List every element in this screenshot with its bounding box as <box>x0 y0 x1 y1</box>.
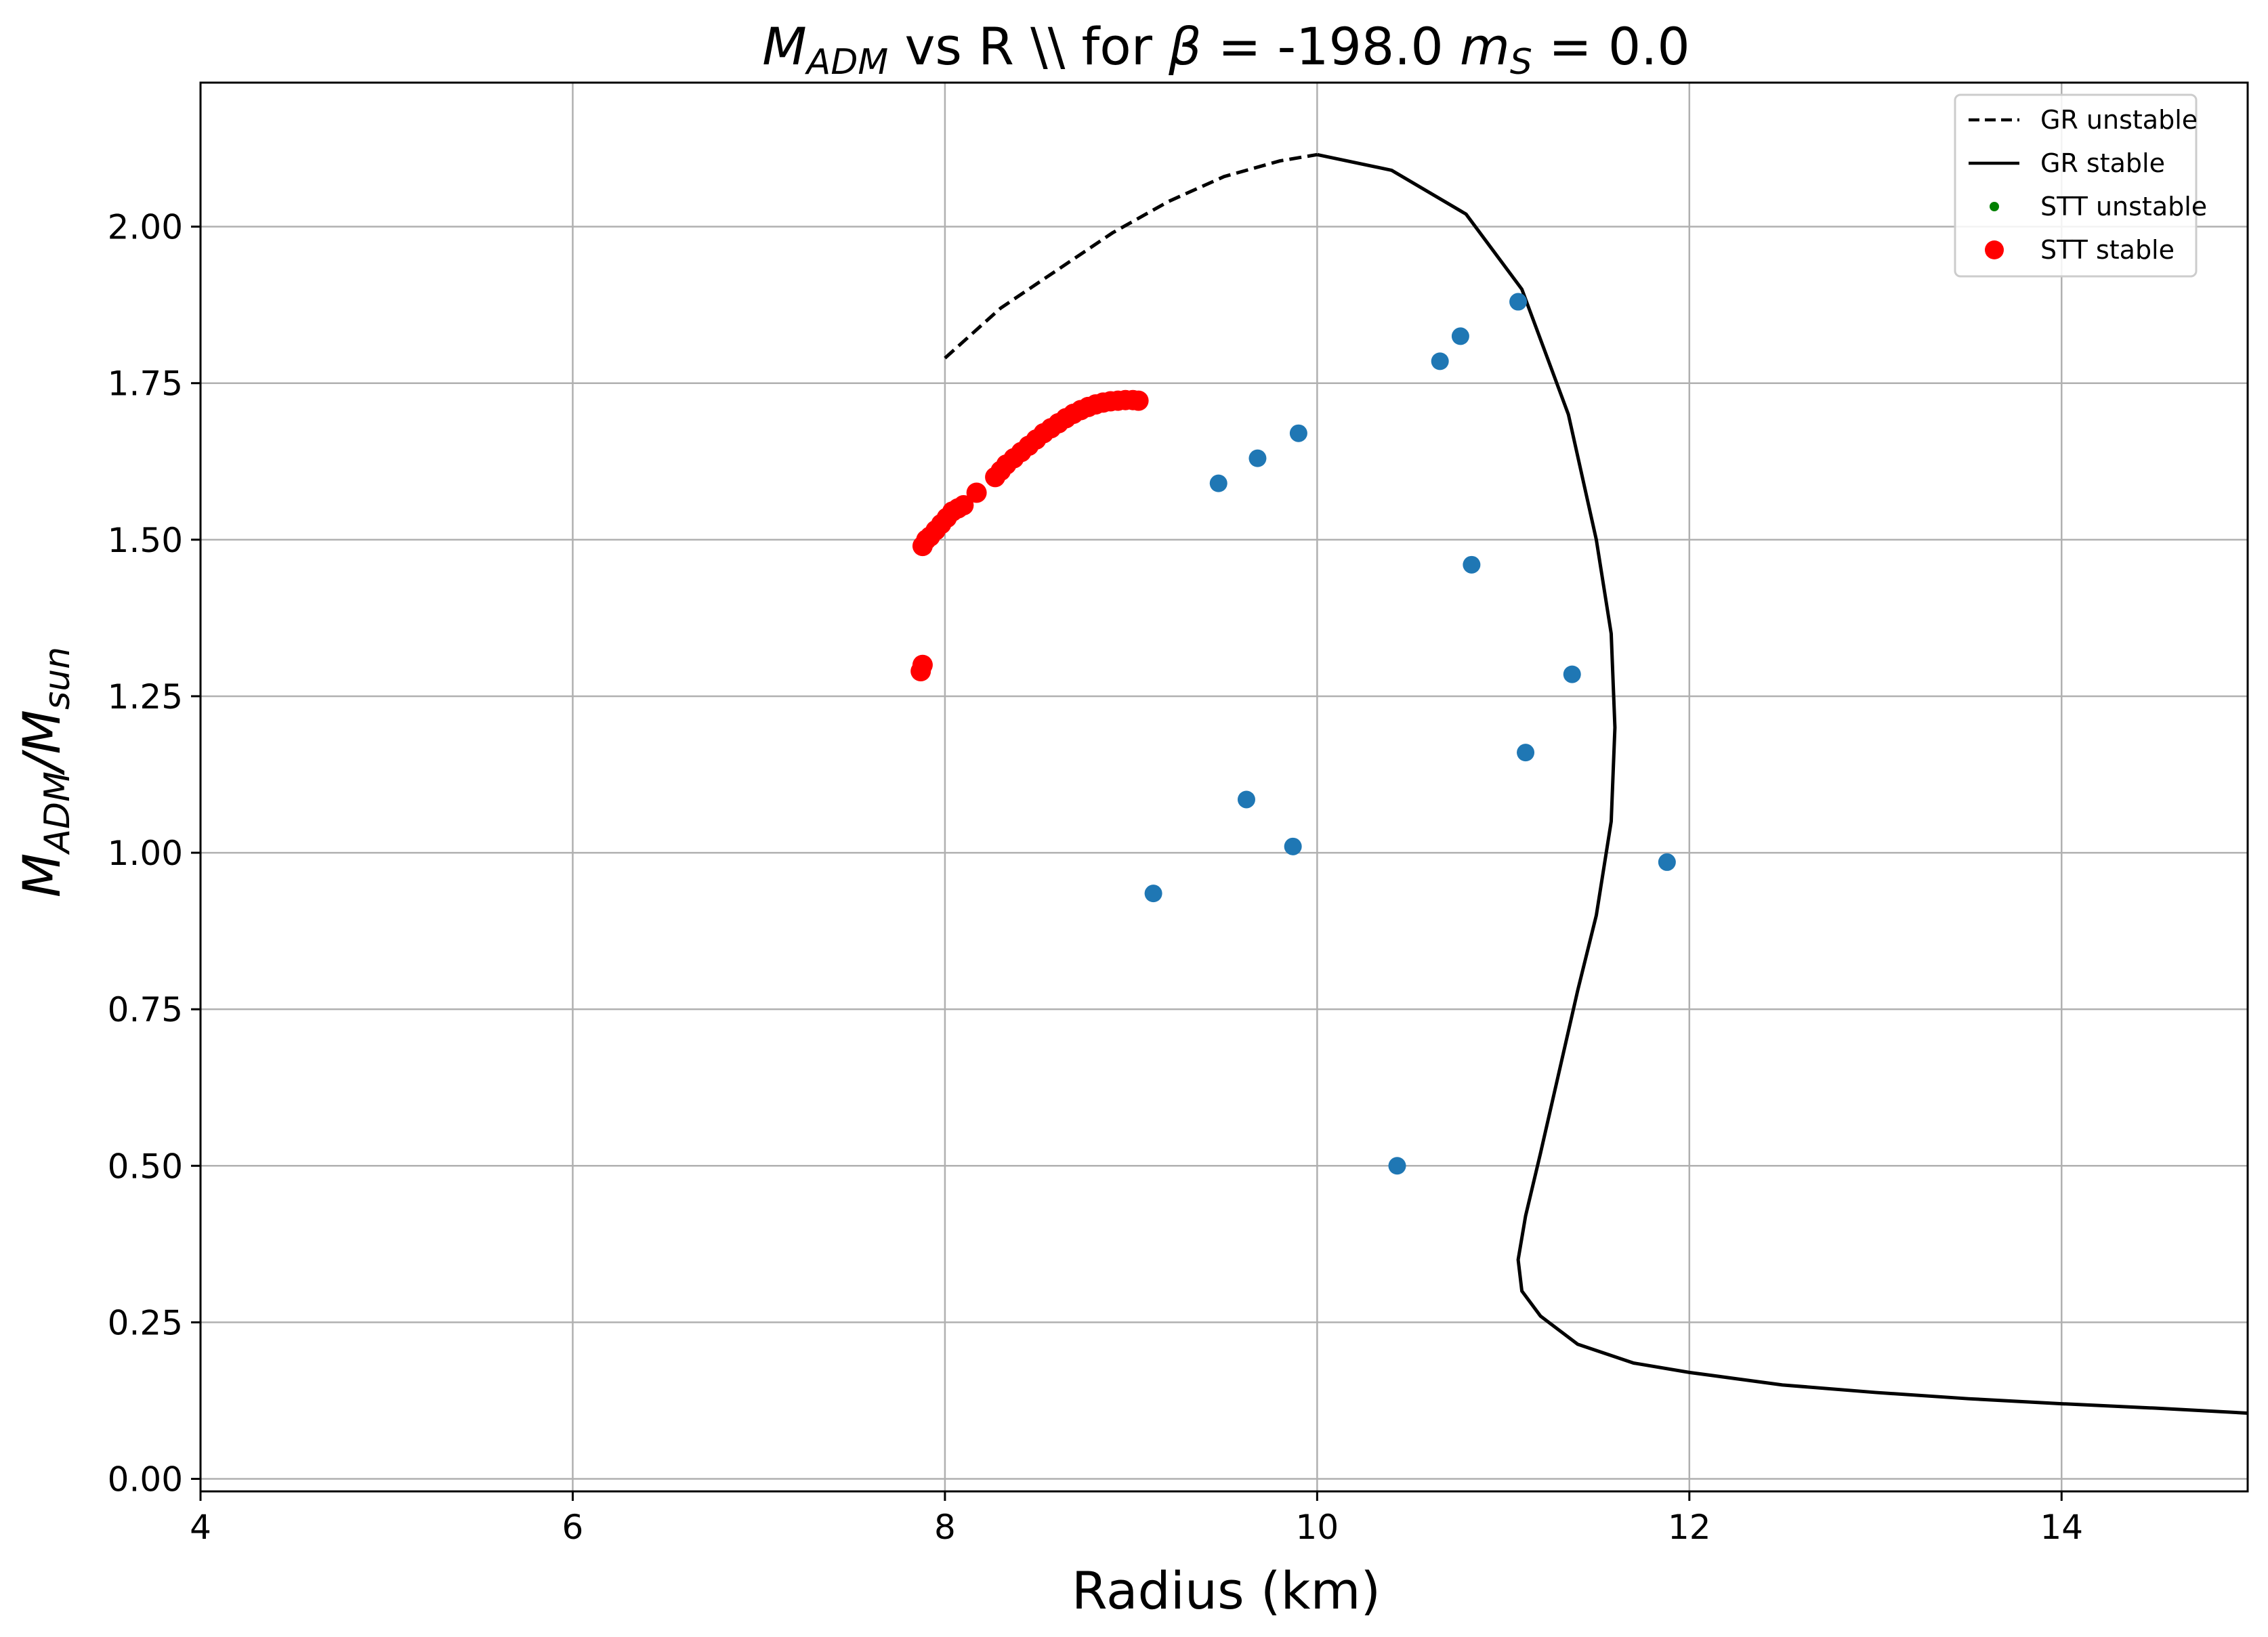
legend-label-stt-stable: STT stable <box>2040 235 2175 265</box>
legend-label-stt-unstable: STT unstable <box>2040 192 2207 221</box>
title-middle-text: vs R \\ for <box>888 16 1169 77</box>
blue-point-5 <box>1289 424 1307 442</box>
legend-label-gr-unstable: GR unstable <box>2040 105 2198 135</box>
y-tick-label-1: 0.25 <box>108 1303 183 1342</box>
blue-point-9 <box>1463 555 1481 574</box>
grid-lines <box>199 83 2248 1491</box>
title-ms-subscript: S <box>1510 42 1532 83</box>
y-tick-label-4: 1.00 <box>108 834 183 873</box>
x-tick-label-0: 4 <box>190 1508 211 1547</box>
title-beta-value: = -198.0 <box>1202 16 1460 77</box>
legend-swatch-stt-unstable <box>1990 202 1999 211</box>
title-ms-value: = 0.0 <box>1532 16 1690 77</box>
series-line-gr-stable <box>1316 152 2248 1415</box>
title-m-subscript: ADM <box>805 42 888 83</box>
x-tick-label-2: 8 <box>934 1508 956 1547</box>
y-axis-m-symbol: M <box>12 853 72 898</box>
y-axis-title: MADM/Msun <box>12 647 78 897</box>
x-tick-label-4: 12 <box>1668 1508 1711 1547</box>
y-tick-label-0: 0.00 <box>108 1460 183 1500</box>
stt-stable-point-1 <box>912 654 933 675</box>
y-tick-label-8: 2.00 <box>108 208 183 247</box>
blue-point-3 <box>1248 449 1267 467</box>
x-tick-label-3: 10 <box>1296 1508 1339 1547</box>
blue-point-13 <box>1658 853 1676 871</box>
blue-point-1 <box>1209 474 1227 492</box>
x-axis-title: Radius (km) <box>1072 1560 1381 1621</box>
legend-label-gr-stable: GR stable <box>2040 148 2165 178</box>
blue-point-6 <box>1388 1157 1406 1175</box>
y-tick-label-5: 1.25 <box>108 677 183 717</box>
legend-swatch-stt-stable <box>1985 240 2004 259</box>
blue-point-11 <box>1517 744 1535 762</box>
blue-point-4 <box>1284 837 1302 855</box>
series-line-gr-unstable <box>944 152 1318 360</box>
y-axis-msun-symbol: M <box>12 710 72 754</box>
stt-stable-point-10 <box>953 495 974 515</box>
legend: GR unstable GR stable STT unstable STT s… <box>1954 93 2207 278</box>
blue-point-12 <box>1563 665 1581 683</box>
axes: 4 6 8 10 12 14 0.00 0.25 0.50 0.75 1.00 1.25 1.50 1.7… <box>108 81 2249 1547</box>
x-tick-label-1: 6 <box>562 1508 584 1547</box>
plot-area <box>910 152 2248 1415</box>
y-axis-msun-subscript: sun <box>37 647 78 710</box>
chart-title: MADM vs R \\ for β = -198.0 mS = 0.0 <box>762 16 1690 83</box>
blue-point-2 <box>1237 790 1255 809</box>
blue-point-0 <box>1144 885 1162 903</box>
stt-stable-point-32 <box>1128 390 1149 411</box>
blue-point-8 <box>1451 327 1469 345</box>
y-tick-label-6: 1.50 <box>108 521 183 560</box>
x-tick-label-5: 14 <box>2040 1508 2083 1547</box>
title-beta-symbol: β <box>1168 16 1202 77</box>
y-tick-label-7: 1.75 <box>108 364 183 404</box>
title-m-symbol: M <box>762 16 807 77</box>
y-tick-label-2: 0.50 <box>108 1147 183 1186</box>
title-ms-symbol: m <box>1460 16 1510 77</box>
y-axis-m-subscript: ADM <box>37 771 78 855</box>
blue-point-7 <box>1431 352 1449 370</box>
blue-point-10 <box>1509 293 1528 311</box>
legend-box <box>1954 93 2198 278</box>
stt-stable-point-11 <box>966 482 987 503</box>
axes-frame <box>199 81 2249 1493</box>
y-tick-label-3: 0.75 <box>108 990 183 1029</box>
